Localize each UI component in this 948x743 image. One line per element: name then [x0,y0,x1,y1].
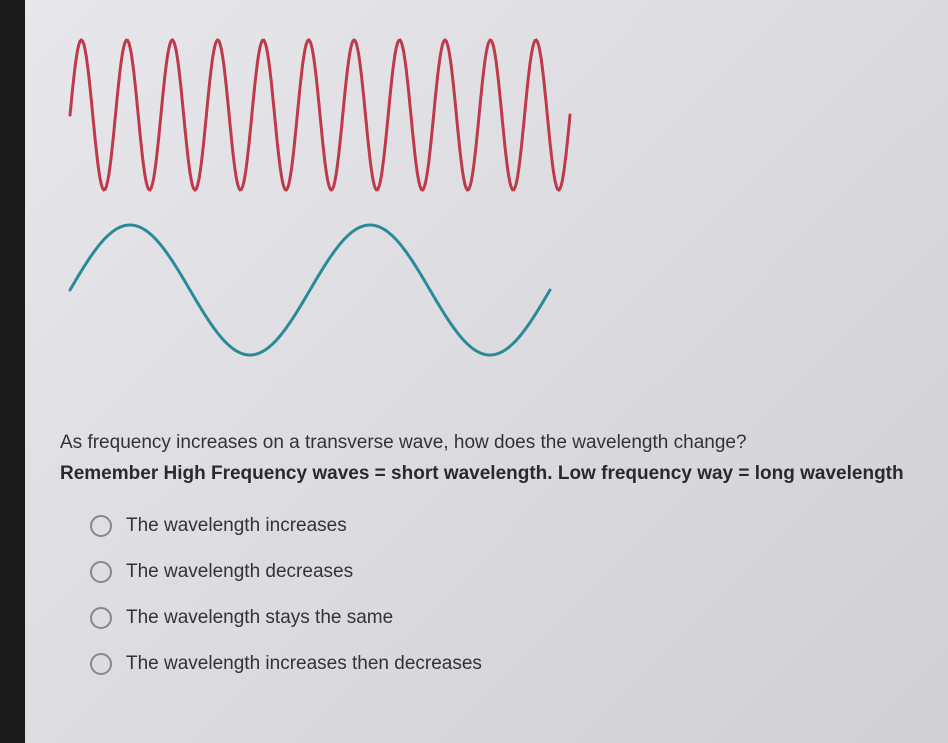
low-frequency-wave [50,210,570,400]
waves-illustration [50,30,918,400]
option-2[interactable]: The wavelength stays the same [90,607,918,629]
radio-icon [90,515,112,537]
question-text: As frequency increases on a transverse w… [60,430,918,457]
option-label: The wavelength increases [126,515,347,537]
option-label: The wavelength increases then decreases [126,653,482,675]
radio-icon [90,653,112,675]
high-frequency-wave [50,30,590,210]
option-label: The wavelength decreases [126,561,353,583]
question-hint: Remember High Frequency waves = short wa… [60,461,918,488]
options-list: The wavelength increases The wavelength … [60,515,918,675]
option-1[interactable]: The wavelength decreases [90,561,918,583]
option-3[interactable]: The wavelength increases then decreases [90,653,918,675]
option-0[interactable]: The wavelength increases [90,515,918,537]
radio-icon [90,561,112,583]
option-label: The wavelength stays the same [126,607,393,629]
question-block: As frequency increases on a transverse w… [50,430,918,675]
radio-icon [90,607,112,629]
